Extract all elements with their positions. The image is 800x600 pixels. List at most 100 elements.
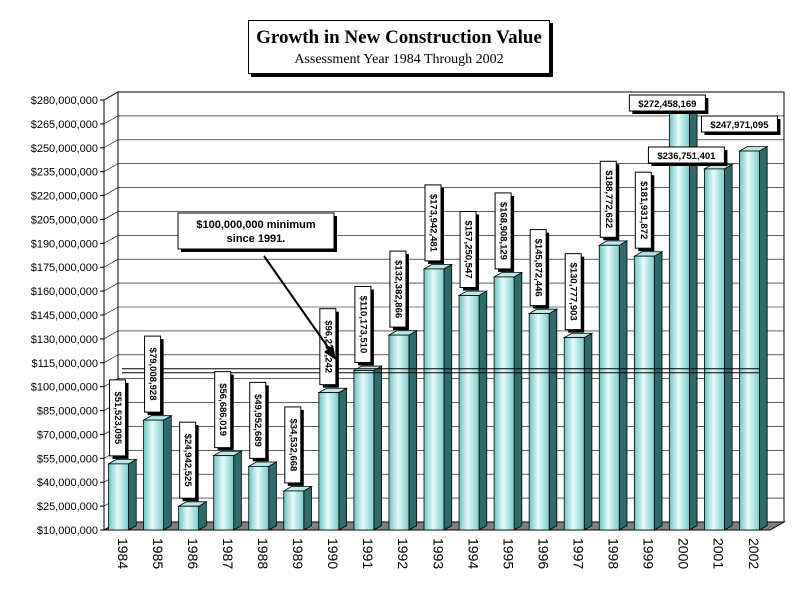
x-tick-label: 1984	[115, 538, 131, 569]
bar	[388, 334, 410, 531]
gridline	[103, 378, 784, 387]
x-tick-label: 1996	[535, 538, 551, 569]
x-tick-label: 1986	[185, 538, 201, 569]
gridline	[103, 235, 784, 244]
data-label-box	[109, 379, 127, 457]
bar	[739, 150, 760, 531]
x-tick-label: 1985	[150, 538, 166, 569]
data-label: $24,942,525	[182, 434, 193, 488]
data-label-box	[459, 210, 477, 288]
y-tick-label: $130,000,000	[31, 334, 98, 346]
bar-side	[128, 458, 137, 531]
y-tick-label: $205,000,000	[31, 214, 98, 226]
data-label-box	[628, 94, 706, 112]
y-tick-label: $85,000,000	[37, 406, 98, 418]
bar	[108, 463, 129, 531]
data-label: $173,942,481	[427, 194, 438, 253]
data-label: $188,772,622	[603, 170, 614, 228]
y-tick-label: $160,000,000	[31, 286, 98, 298]
data-label: $145,872,446	[533, 239, 544, 297]
x-tick-label: 2000	[676, 538, 692, 569]
x-tick-label: 1998	[606, 538, 622, 569]
x-tick-label: 1993	[430, 538, 446, 569]
bar-side	[163, 415, 172, 531]
x-tick-label: 1995	[500, 538, 516, 569]
data-label-box	[494, 192, 512, 270]
data-label-box	[284, 406, 302, 484]
y-tick-label: $25,000,000	[37, 501, 98, 513]
bar-side	[548, 308, 558, 531]
bar	[353, 370, 375, 531]
data-label: $168,908,129	[498, 202, 509, 260]
bar	[423, 268, 445, 531]
gridline	[103, 139, 784, 149]
chart-subtitle: Assessment Year 1984 Through 2002	[294, 52, 504, 67]
bar	[143, 419, 164, 531]
data-label: $132,382,866	[392, 260, 403, 318]
bar-side	[373, 365, 382, 531]
data-label-box	[389, 250, 407, 328]
data-label-box	[249, 381, 267, 459]
bar	[248, 465, 270, 531]
data-label-box	[214, 371, 232, 449]
data-label-box	[179, 421, 197, 499]
data-label: $56,686,019	[217, 383, 228, 436]
gridline	[103, 330, 784, 340]
data-label-box	[354, 285, 372, 363]
y-tick-label: $175,000,000	[31, 262, 98, 274]
bar-side	[724, 163, 733, 531]
bar	[598, 244, 620, 531]
bar	[458, 295, 480, 531]
bar-side	[443, 263, 453, 531]
bar-side	[688, 106, 698, 531]
y-tick-label: $250,000,000	[31, 143, 98, 155]
y-tick-label: $40,000,000	[37, 477, 98, 489]
bar	[178, 505, 200, 531]
bar-side	[268, 461, 277, 531]
x-tick-label: 2001	[711, 538, 727, 569]
y-tick-label: $265,000,000	[31, 119, 98, 131]
bar	[283, 490, 305, 531]
y-tick-label: $220,000,000	[31, 191, 98, 203]
bar	[528, 313, 550, 531]
gridline	[103, 258, 784, 268]
gridline	[103, 354, 784, 364]
bar-side	[338, 387, 347, 531]
y-tick-label: $280,000,000	[31, 95, 98, 107]
data-label-box	[144, 335, 162, 413]
bar	[704, 168, 725, 531]
gridline	[103, 282, 784, 292]
gridline	[103, 91, 784, 101]
y-tick-label: $10,000,000	[37, 525, 98, 537]
gridline	[103, 115, 784, 125]
bar-side	[303, 485, 312, 531]
data-label-box	[647, 146, 725, 164]
gridline	[103, 306, 784, 316]
x-tick-label: 1994	[465, 538, 481, 569]
data-label: $157,250,547	[463, 220, 474, 278]
data-label: $272,458,169	[638, 99, 696, 110]
x-tick-label: 1992	[395, 538, 411, 569]
data-label: $51,523,095	[112, 391, 123, 445]
y-tick-label: $235,000,000	[31, 167, 98, 179]
bar	[633, 255, 655, 531]
x-tick-label: 1989	[290, 538, 306, 569]
y-tick-label: $190,000,000	[31, 238, 98, 250]
data-label: $110,173,510	[357, 296, 368, 354]
annotation-arrow	[263, 255, 333, 354]
y-tick-label: $70,000,000	[37, 429, 98, 441]
bar-side	[583, 332, 593, 531]
x-tick-label: 1987	[220, 538, 236, 569]
y-tick-label: $115,000,000	[32, 358, 98, 370]
data-label-box	[424, 184, 442, 262]
data-label-box	[599, 160, 617, 238]
chart-title: Growth in New Construction Value	[256, 27, 542, 48]
bar	[563, 337, 585, 531]
annotation-line-2: since 1991.	[227, 233, 286, 245]
x-tick-label: 2002	[746, 538, 762, 569]
data-label-box	[529, 229, 547, 307]
gridline	[103, 187, 784, 196]
data-label-box	[564, 253, 582, 331]
data-label-box	[700, 115, 778, 133]
bar	[668, 111, 690, 531]
